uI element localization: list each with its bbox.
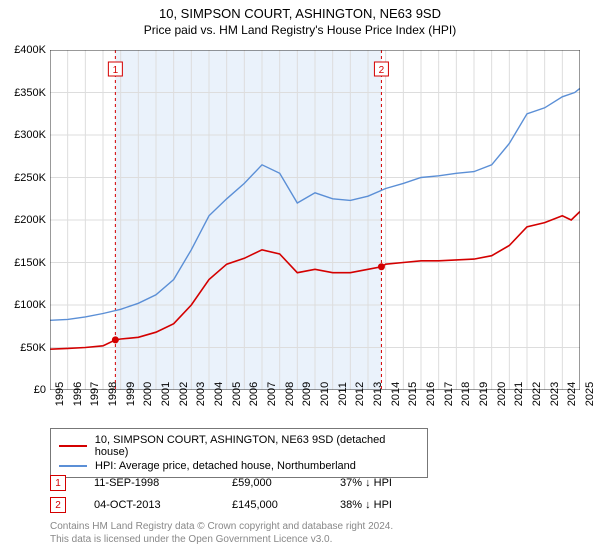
x-tick-label: 2007	[266, 382, 278, 406]
x-tick-label: 2024	[566, 382, 578, 406]
event-row: 1 11-SEP-1998 £59,000 37% ↓ HPI	[50, 472, 440, 494]
x-tick-label: 2012	[354, 382, 366, 406]
legend-item: 10, SIMPSON COURT, ASHINGTON, NE63 9SD (…	[59, 433, 419, 459]
svg-text:2: 2	[379, 65, 385, 76]
chart-title: 10, SIMPSON COURT, ASHINGTON, NE63 9SD	[0, 0, 600, 21]
y-tick-label: £300K	[14, 129, 46, 141]
event-marker-number: 1	[55, 478, 61, 489]
event-hpi: 37% ↓ HPI	[340, 477, 440, 489]
x-tick-label: 2014	[390, 382, 402, 406]
x-tick-label: 1997	[89, 382, 101, 406]
legend-label: 10, SIMPSON COURT, ASHINGTON, NE63 9SD (…	[95, 434, 419, 458]
x-tick-label: 2004	[213, 382, 225, 406]
x-tick-label: 2003	[195, 382, 207, 406]
legend-item: HPI: Average price, detached house, Nort…	[59, 459, 419, 473]
x-tick-label: 2000	[142, 382, 154, 406]
x-tick-label: 1995	[54, 382, 66, 406]
x-tick-label: 1996	[72, 382, 84, 406]
event-marker-number: 2	[55, 500, 61, 511]
event-price: £59,000	[232, 477, 312, 489]
x-tick-label: 2016	[425, 382, 437, 406]
x-tick-label: 2025	[584, 382, 596, 406]
event-date: 11-SEP-1998	[94, 477, 204, 489]
x-tick-label: 2015	[407, 382, 419, 406]
event-marker-icon: 1	[50, 475, 66, 491]
x-tick-label: 1998	[107, 382, 119, 406]
event-date: 04-OCT-2013	[94, 499, 204, 511]
event-hpi: 38% ↓ HPI	[340, 499, 440, 511]
event-price: £145,000	[232, 499, 312, 511]
x-tick-label: 2019	[478, 382, 490, 406]
legend: 10, SIMPSON COURT, ASHINGTON, NE63 9SD (…	[50, 428, 428, 478]
legend-swatch-icon	[59, 445, 87, 447]
x-tick-label: 2002	[178, 382, 190, 406]
legend-swatch-icon	[59, 465, 87, 467]
x-tick-label: 2020	[496, 382, 508, 406]
x-tick-label: 2001	[160, 382, 172, 406]
y-tick-label: £200K	[14, 214, 46, 226]
y-tick-label: £250K	[14, 172, 46, 184]
y-tick-label: £400K	[14, 44, 46, 56]
y-tick-label: £0	[34, 384, 46, 396]
x-tick-label: 2008	[284, 382, 296, 406]
event-list: 1 11-SEP-1998 £59,000 37% ↓ HPI 2 04-OCT…	[50, 472, 440, 516]
x-tick-label: 2013	[372, 382, 384, 406]
x-tick-label: 2023	[549, 382, 561, 406]
x-tick-label: 1999	[125, 382, 137, 406]
chart-container: 10, SIMPSON COURT, ASHINGTON, NE63 9SD P…	[0, 0, 600, 560]
footer-line: This data is licensed under the Open Gov…	[50, 533, 393, 546]
x-tick-label: 2011	[337, 382, 349, 406]
footer: Contains HM Land Registry data © Crown c…	[50, 520, 393, 546]
x-tick-label: 2018	[460, 382, 472, 406]
x-tick-label: 2005	[231, 382, 243, 406]
x-tick-label: 2022	[531, 382, 543, 406]
y-tick-label: £50K	[20, 342, 46, 354]
legend-label: HPI: Average price, detached house, Nort…	[95, 460, 356, 472]
y-tick-label: £350K	[14, 87, 46, 99]
x-tick-label: 2009	[301, 382, 313, 406]
footer-line: Contains HM Land Registry data © Crown c…	[50, 520, 393, 533]
chart-area: 12	[50, 50, 580, 390]
x-tick-label: 2021	[513, 382, 525, 406]
x-tick-label: 2006	[248, 382, 260, 406]
chart-svg: 12	[50, 50, 580, 390]
y-tick-label: £100K	[14, 299, 46, 311]
y-tick-label: £150K	[14, 257, 46, 269]
x-tick-label: 2017	[443, 382, 455, 406]
chart-subtitle: Price paid vs. HM Land Registry's House …	[0, 21, 600, 41]
svg-text:1: 1	[113, 65, 119, 76]
event-marker-icon: 2	[50, 497, 66, 513]
x-tick-label: 2010	[319, 382, 331, 406]
event-row: 2 04-OCT-2013 £145,000 38% ↓ HPI	[50, 494, 440, 516]
